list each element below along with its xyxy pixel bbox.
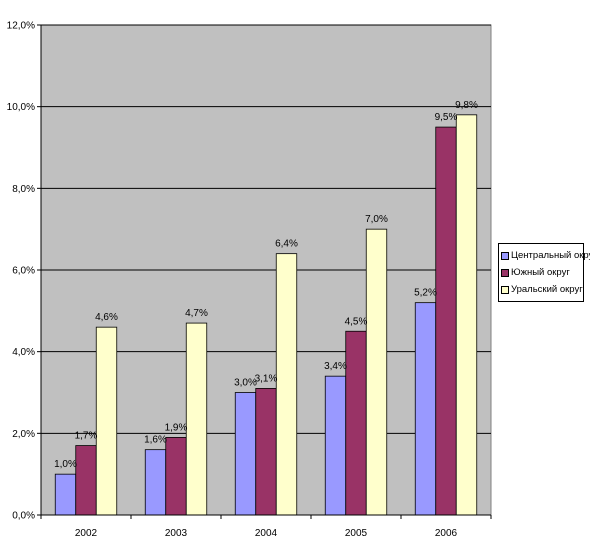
legend-item-central: Центральный округ bbox=[501, 247, 590, 264]
data-label: 5,2% bbox=[414, 288, 437, 299]
x-axis-ticks: 2002 2003 2004 2005 2006 bbox=[40, 515, 492, 539]
y-tick-label: 2,0% bbox=[12, 429, 35, 440]
y-tick-label: 0,0% bbox=[12, 511, 35, 522]
x-tick-label: 2004 bbox=[255, 528, 278, 539]
data-label: 4,5% bbox=[345, 316, 368, 327]
legend-label-central: Центральный округ bbox=[511, 250, 590, 261]
x-tick-label: 2005 bbox=[345, 528, 368, 539]
x-tick-label: 2006 bbox=[435, 528, 458, 539]
data-label: 9,8% bbox=[455, 100, 478, 111]
data-label: 4,6% bbox=[95, 312, 118, 323]
y-tick-label: 12,0% bbox=[7, 21, 35, 32]
bar bbox=[275, 253, 298, 516]
bar bbox=[75, 445, 97, 516]
legend-swatch-ural bbox=[501, 285, 509, 294]
y-tick-label: 8,0% bbox=[12, 184, 35, 195]
legend: Центральный округ Южный округ Уральский … bbox=[498, 243, 590, 302]
bar bbox=[165, 437, 187, 516]
bar bbox=[144, 449, 167, 516]
legend-label-ural: Уральский округ bbox=[511, 284, 583, 295]
data-label: 4,7% bbox=[185, 308, 208, 319]
data-label: 6,4% bbox=[275, 239, 298, 250]
legend-label-south: Южный округ bbox=[511, 267, 570, 278]
y-tick-label: 10,0% bbox=[7, 102, 35, 113]
bar bbox=[414, 302, 437, 516]
bar bbox=[324, 375, 347, 516]
legend-swatch-south bbox=[501, 268, 509, 277]
bar bbox=[455, 114, 478, 516]
legend-swatch-central bbox=[501, 251, 509, 260]
x-tick-label: 2002 bbox=[75, 528, 98, 539]
data-label: 1,9% bbox=[165, 422, 188, 433]
data-label: 1,7% bbox=[75, 431, 98, 442]
bar bbox=[54, 473, 77, 516]
bars bbox=[54, 114, 478, 516]
data-label: 1,0% bbox=[54, 459, 77, 470]
data-labels: 1,0% 1,7% 4,6% 1,6% 1,9% 4,7% 3,0%3,1% 6,4% 3,4%… bbox=[54, 100, 478, 470]
data-label: 3,1% bbox=[255, 373, 278, 384]
legend-item-ural: Уральский округ bbox=[501, 281, 583, 298]
y-tick-label: 6,0% bbox=[12, 266, 35, 277]
bar bbox=[234, 392, 257, 516]
data-label: 1,6% bbox=[144, 435, 167, 446]
bar bbox=[345, 330, 367, 516]
y-axis-ticks: 0,0% 2,0% 4,0% 6,0% 8,0% 10,0% 12,0% bbox=[7, 21, 41, 522]
y-tick-label: 4,0% bbox=[12, 347, 35, 358]
data-label: 3,4% bbox=[324, 361, 347, 372]
x-tick-label: 2003 bbox=[165, 528, 188, 539]
bar bbox=[435, 126, 457, 516]
bar bbox=[255, 388, 277, 516]
data-label: 3,0% bbox=[234, 378, 257, 389]
bar bbox=[95, 326, 118, 516]
data-label: 9,5% bbox=[435, 112, 458, 123]
legend-item-south: Южный округ bbox=[501, 264, 583, 281]
bar bbox=[365, 228, 388, 516]
data-label: 7,0% bbox=[365, 214, 388, 225]
bar bbox=[185, 322, 208, 516]
